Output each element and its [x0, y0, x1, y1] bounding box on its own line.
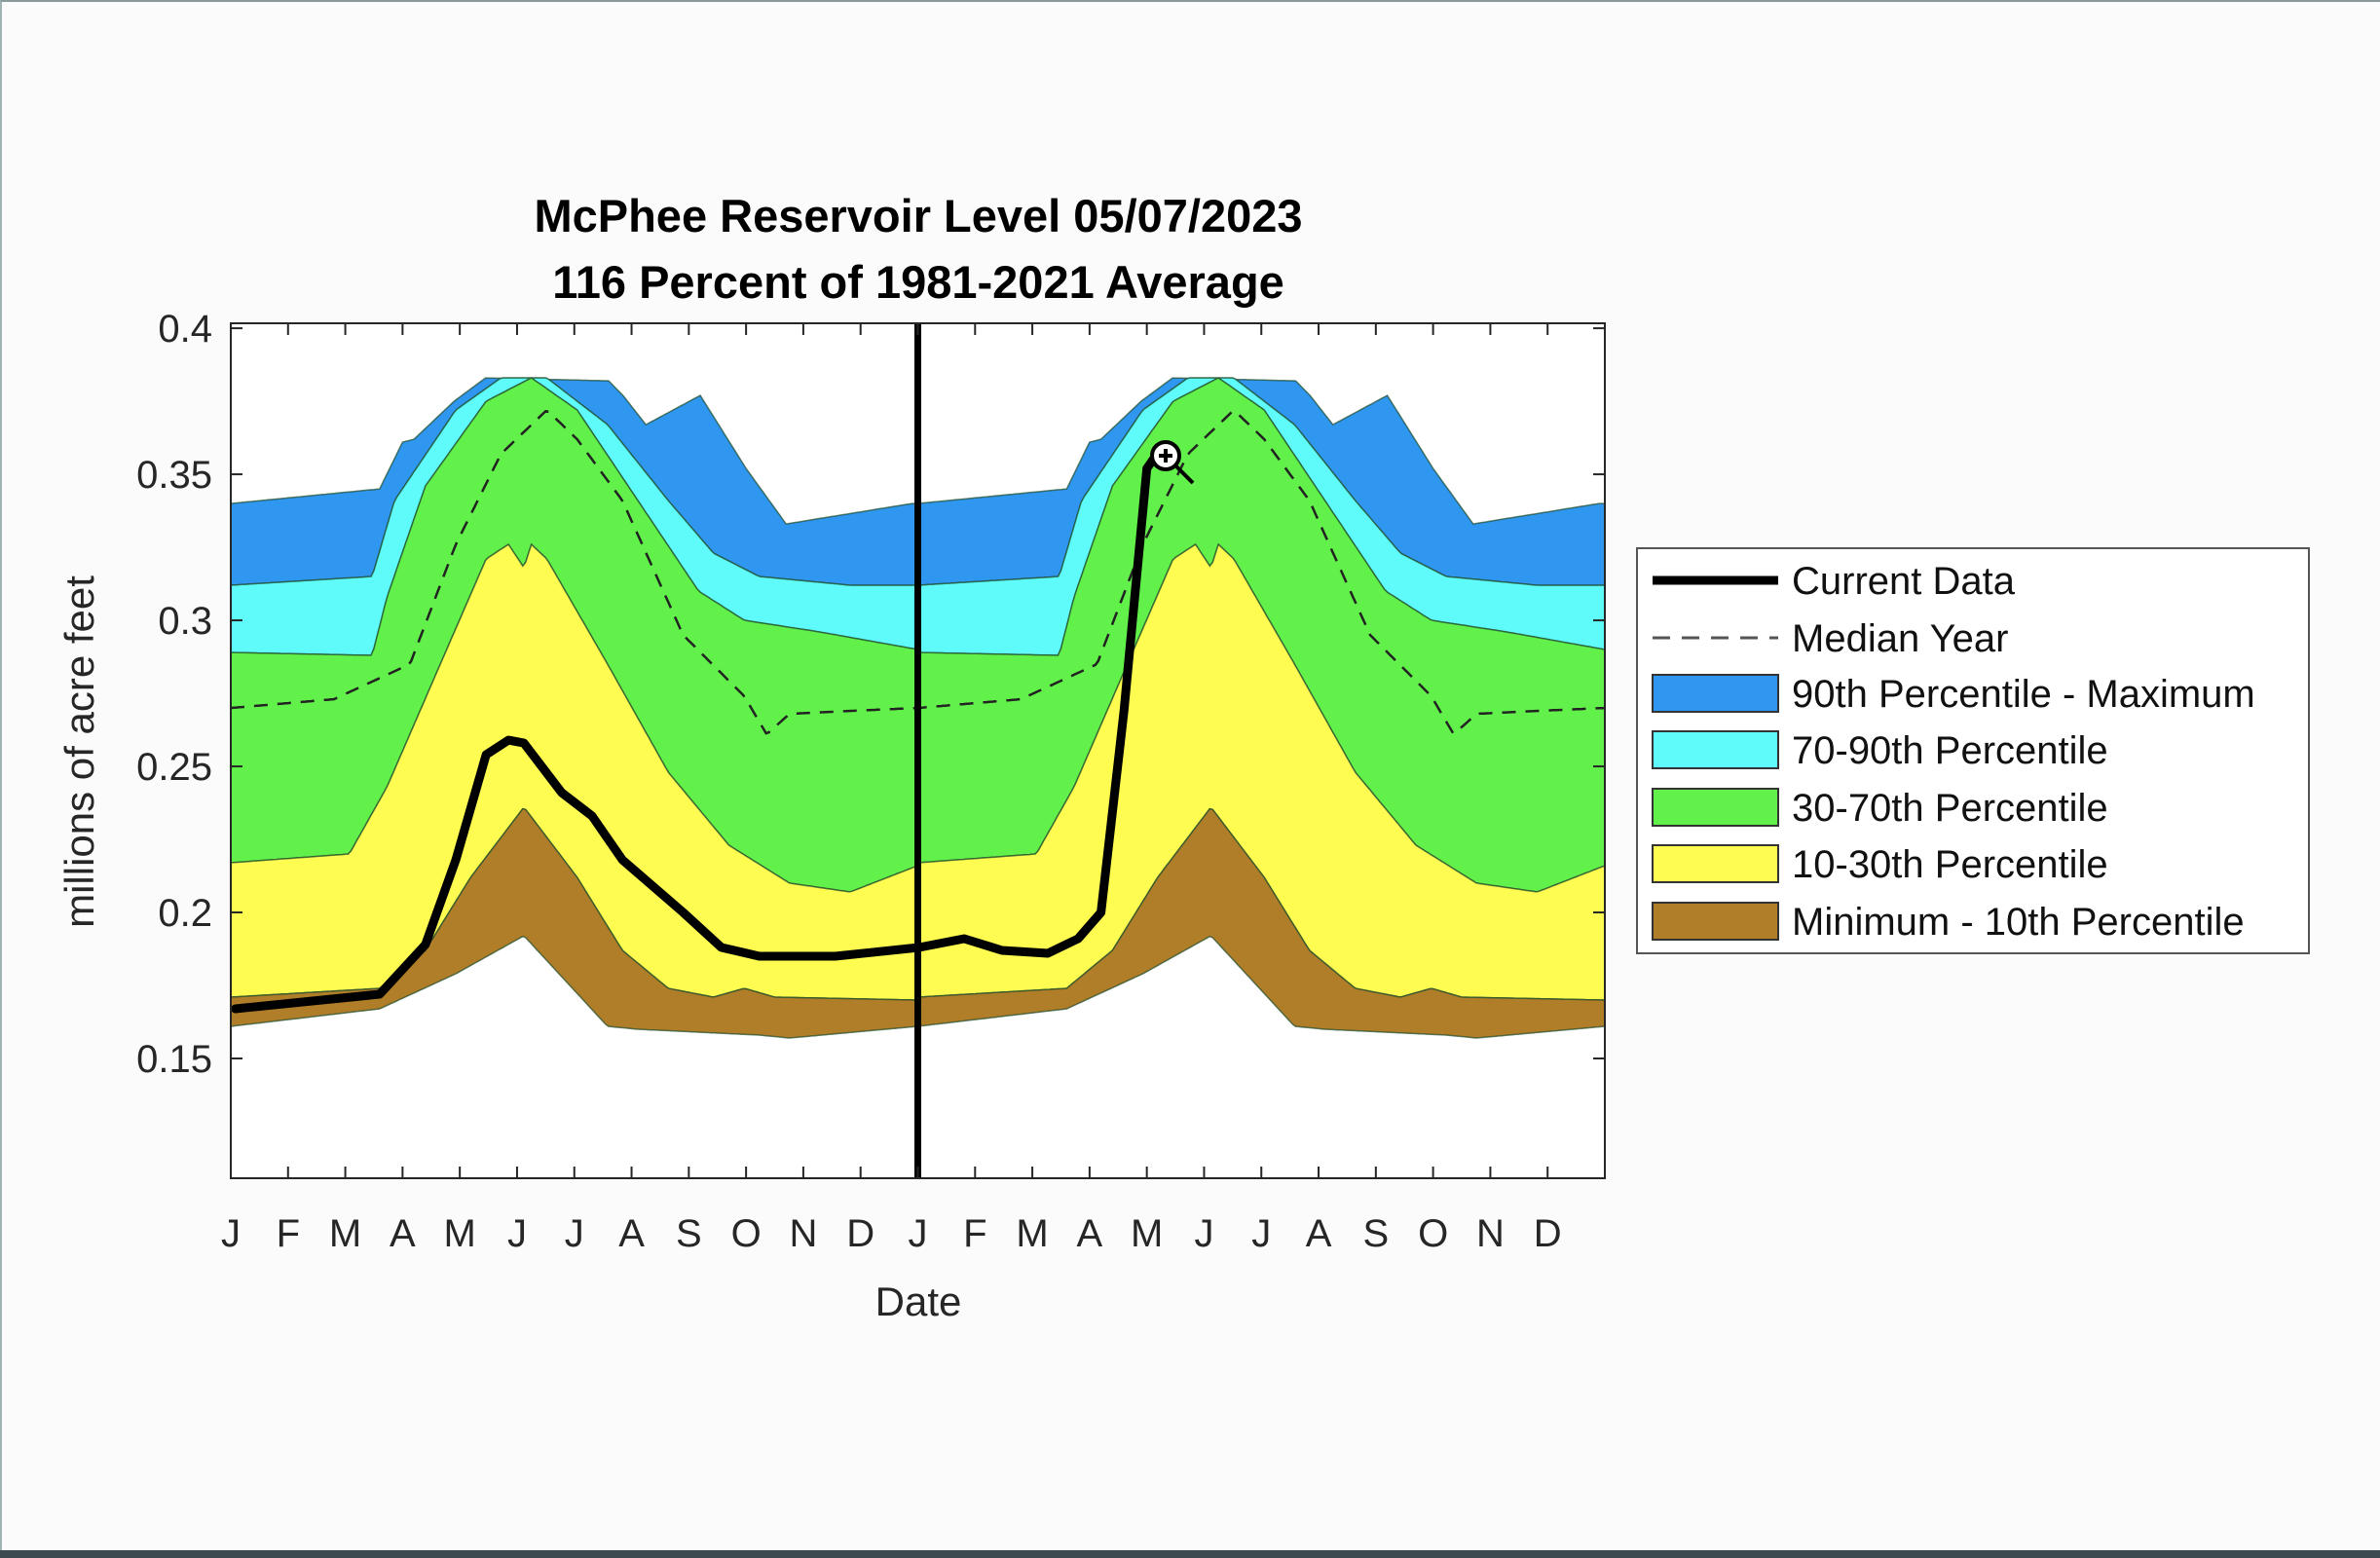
x-tick-label: N: [1476, 1212, 1505, 1255]
x-tick-label: J: [565, 1212, 584, 1255]
x-tick-label: A: [390, 1212, 416, 1255]
x-tick-label: J: [909, 1212, 928, 1255]
legend-label: 90th Percentile - Maximum: [1792, 673, 2255, 716]
legend-item: 70-90th Percentile: [1652, 729, 2108, 772]
current-data-line: [231, 449, 1162, 1014]
y-tick-label: 0.2: [158, 892, 212, 935]
bottom-bar: [0, 1550, 2380, 1558]
legend-item: Median Year: [1653, 617, 2008, 660]
legend-item: Current Data: [1653, 560, 2016, 603]
legend-label: 70-90th Percentile: [1792, 729, 2108, 772]
legend-item: 30-70th Percentile: [1652, 787, 2108, 830]
x-tick-label: M: [444, 1212, 476, 1255]
x-axis-label: Date: [875, 1279, 962, 1324]
legend: Current Data Median Year 90th Percentile -…: [1636, 547, 2310, 954]
x-tick-label: J: [507, 1212, 527, 1255]
legend-label: Median Year: [1792, 617, 2008, 660]
x-tick-label: A: [1077, 1212, 1103, 1255]
chart-subtitle: 116 Percent of 1981-2021 Average: [552, 256, 1284, 308]
legend-item: 10-30th Percentile: [1652, 843, 2108, 886]
x-tick-label: F: [963, 1212, 986, 1255]
legend-color-swatch: [1652, 730, 1779, 769]
legend-label: Minimum - 10th Percentile: [1792, 901, 2245, 944]
x-tick-label: M: [1131, 1212, 1163, 1255]
y-tick-label: 0.4: [158, 308, 212, 351]
y-tick-label: 0.25: [136, 746, 212, 789]
x-tick-label: J: [1194, 1212, 1213, 1255]
x-tick-label: S: [1362, 1212, 1389, 1255]
legend-color-swatch: [1652, 674, 1779, 713]
x-tick-label: M: [329, 1212, 361, 1255]
x-tick-label: A: [618, 1212, 645, 1255]
legend-color-swatch: [1652, 902, 1779, 941]
legend-label: 10-30th Percentile: [1792, 843, 2108, 886]
chart-title: McPhee Reservoir Level 05/07/2023: [534, 190, 1302, 241]
legend-color-swatch: [1652, 788, 1779, 827]
x-tick-label: N: [789, 1212, 817, 1255]
y-tick-labels: 0.15 0.2 0.25 0.3 0.35 0.4: [136, 308, 212, 1081]
axis-ticks: [230, 323, 1605, 1178]
x-tick-label: F: [277, 1212, 300, 1255]
x-tick-label: S: [676, 1212, 702, 1255]
x-tick-label: D: [1534, 1212, 1562, 1255]
x-tick-label: J: [221, 1212, 241, 1255]
x-tick-label: D: [846, 1212, 874, 1255]
x-tick-label: O: [731, 1212, 762, 1255]
legend-item: 90th Percentile - Maximum: [1652, 673, 2255, 716]
x-tick-label: O: [1418, 1212, 1448, 1255]
y-tick-label: 0.3: [158, 600, 212, 643]
x-tick-label: J: [1251, 1212, 1271, 1255]
zoom-cursor-icon: [1150, 440, 1195, 485]
x-tick-label: M: [1016, 1212, 1048, 1255]
y-axis-label: millions of acre feet: [56, 575, 102, 928]
y-tick-label: 0.35: [136, 454, 212, 497]
x-tick-label: A: [1306, 1212, 1332, 1255]
legend-label: 30-70th Percentile: [1792, 787, 2108, 830]
legend-item: Minimum - 10th Percentile: [1652, 901, 2245, 944]
legend-label: Current Data: [1792, 560, 2016, 603]
legend-color-swatch: [1652, 844, 1779, 883]
y-tick-label: 0.15: [136, 1038, 212, 1081]
